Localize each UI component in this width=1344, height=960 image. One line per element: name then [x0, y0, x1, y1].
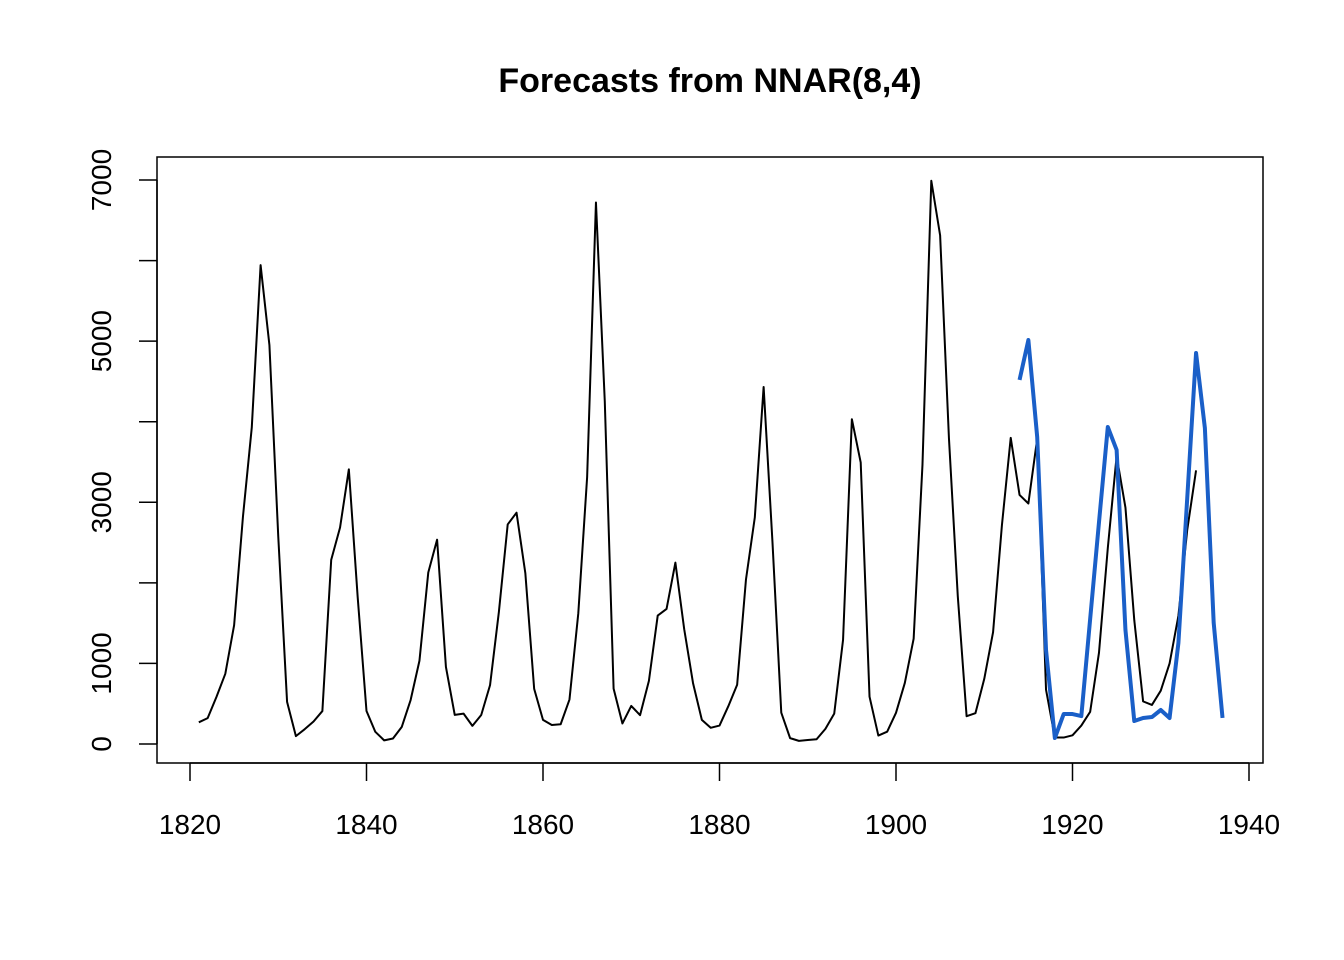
x-tick-label: 1840	[335, 809, 397, 840]
y-tick-label: 7000	[86, 149, 117, 211]
y-tick-label: 0	[86, 736, 117, 752]
y-tick-label: 3000	[86, 471, 117, 533]
chart-title: Forecasts from NNAR(8,4)	[498, 62, 921, 100]
y-tick-label: 5000	[86, 310, 117, 372]
x-tick-label: 1940	[1218, 809, 1280, 840]
x-tick-label: 1900	[865, 809, 927, 840]
x-tick-label: 1860	[512, 809, 574, 840]
series-line-lynx	[198, 179, 1198, 742]
y-tick-label: 1000	[86, 632, 117, 694]
series-line-forecast	[1017, 338, 1225, 741]
x-tick-label: 1880	[688, 809, 750, 840]
x-tick-label: 1920	[1041, 809, 1103, 840]
x-tick-label: 1820	[159, 809, 221, 840]
